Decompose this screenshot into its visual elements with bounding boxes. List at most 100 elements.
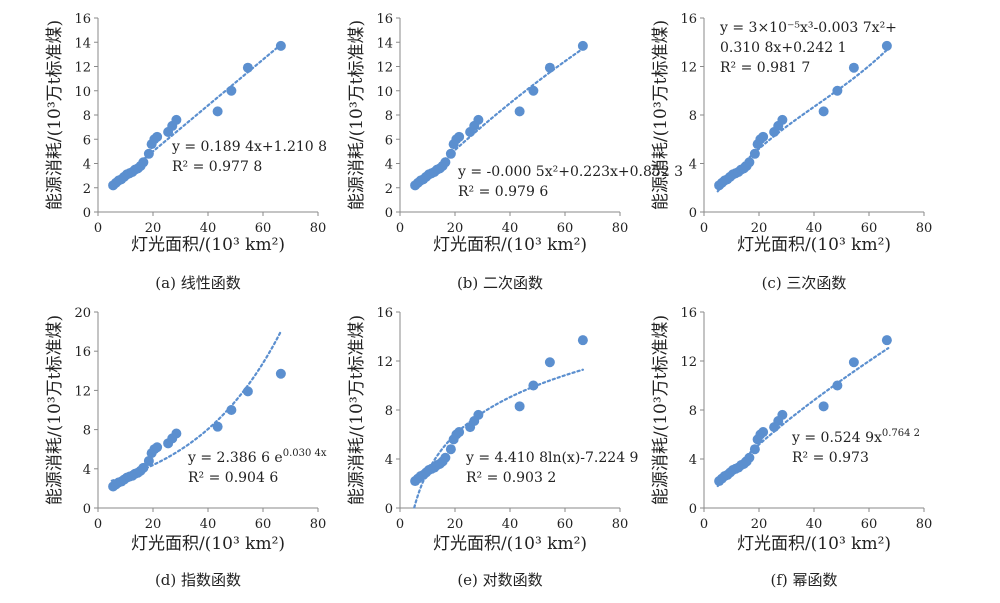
data-point — [138, 462, 149, 473]
y-tick-label: 12 — [376, 61, 393, 76]
y-tick-label: 4 — [689, 453, 697, 468]
panel-caption: (e) 对数函数 — [457, 571, 542, 589]
data-point — [881, 335, 892, 346]
y-axis-title: 能源消耗/(10³万t标准煤) — [347, 20, 367, 210]
data-point — [440, 452, 451, 463]
data-point — [544, 62, 555, 73]
data-point — [514, 106, 525, 117]
data-point — [473, 409, 484, 420]
x-tick-label: 0 — [700, 517, 708, 532]
x-tick-label: 40 — [806, 517, 823, 532]
trend-line — [110, 330, 282, 482]
panel-e: 0 4 8 12 16 0 20 40 60 80 灯光面积/(10³ km²) 能源消耗/(10³万… — [347, 306, 638, 589]
x-tick-label: 0 — [396, 221, 404, 236]
data-point — [777, 409, 788, 420]
data-point — [454, 131, 465, 142]
equation-line: y = 4.410 8ln(x)-7.224 9 — [465, 450, 638, 466]
y-tick-label: 16 — [376, 12, 393, 27]
data-point — [445, 444, 456, 455]
x-tick-label: 40 — [806, 221, 823, 236]
x-axis-title: 灯光面积/(10³ km²) — [433, 534, 587, 554]
y-tick-label: 0 — [689, 206, 697, 221]
y-tick-label: 4 — [385, 158, 393, 173]
y-tick-label: 16 — [680, 306, 697, 321]
y-tick-label: 4 — [83, 463, 91, 478]
x-tick-label: 60 — [557, 221, 574, 236]
y-tick-label: 8 — [83, 424, 91, 439]
data-point — [818, 106, 829, 117]
y-tick-label: 14 — [376, 36, 393, 51]
equation-line: y = 0.189 4x+1.210 8 — [171, 139, 327, 155]
y-tick-label: 4 — [689, 158, 697, 173]
data-point — [171, 428, 182, 439]
x-tick-label: 60 — [861, 517, 878, 532]
y-axis-title: 能源消耗/(10³万t标准煤) — [45, 315, 65, 505]
data-point — [832, 85, 843, 96]
equation-line: y = -0.000 5x²+0.223x+0.852 3 — [457, 164, 683, 180]
y-tick-label: 16 — [376, 306, 393, 321]
x-tick-label: 60 — [255, 517, 272, 532]
y-tick-label: 6 — [385, 133, 393, 148]
y-tick-label: 0 — [689, 502, 697, 517]
equation-line: y = 0.524 9x0.764 2 — [791, 428, 920, 446]
data-point — [528, 380, 539, 391]
data-point — [514, 401, 525, 412]
y-tick-label: 0 — [385, 502, 393, 517]
y-tick-label: 0 — [83, 502, 91, 517]
x-tick-label: 0 — [94, 517, 102, 532]
data-point — [758, 427, 769, 438]
data-point — [152, 442, 163, 453]
x-tick-label: 80 — [310, 517, 327, 532]
data-point — [577, 335, 588, 346]
x-tick-label: 20 — [751, 517, 768, 532]
y-tick-label: 4 — [385, 453, 393, 468]
x-tick-label: 60 — [861, 221, 878, 236]
x-tick-label: 60 — [255, 221, 272, 236]
y-tick-label: 16 — [74, 345, 91, 360]
x-tick-label: 80 — [612, 517, 629, 532]
data-point — [212, 106, 223, 117]
x-tick-label: 40 — [200, 517, 217, 532]
data-point — [275, 40, 286, 51]
y-axis-title: 能源消耗/(10³万t标准煤) — [347, 315, 367, 505]
y-tick-label: 12 — [74, 61, 91, 76]
equation-line: R² = 0.903 2 — [466, 470, 556, 486]
x-tick-label: 40 — [502, 517, 519, 532]
y-tick-label: 20 — [74, 306, 91, 321]
equation-line: y = 3×10⁻⁵x³-0.003 7x²+ — [719, 20, 897, 36]
data-point — [152, 131, 163, 142]
x-axis-title: 灯光面积/(10³ km²) — [131, 534, 285, 554]
data-point — [226, 85, 237, 96]
y-tick-label: 0 — [83, 206, 91, 221]
data-point — [212, 421, 223, 432]
data-point — [171, 114, 182, 125]
x-tick-label: 60 — [557, 517, 574, 532]
data-point — [744, 452, 755, 463]
data-point — [143, 148, 154, 159]
data-point — [242, 386, 253, 397]
data-point — [143, 455, 154, 466]
panel-caption: (b) 二次函数 — [457, 274, 543, 292]
data-point — [577, 40, 588, 51]
panel-caption: (f) 幂函数 — [770, 571, 837, 589]
x-tick-label: 20 — [751, 221, 768, 236]
data-point — [440, 157, 451, 168]
y-tick-label: 0 — [385, 206, 393, 221]
y-tick-label: 10 — [74, 85, 91, 100]
data-point — [749, 148, 760, 159]
data-point — [848, 62, 859, 73]
y-tick-label: 10 — [376, 85, 393, 100]
y-tick-label: 14 — [74, 36, 91, 51]
x-tick-label: 20 — [447, 221, 464, 236]
equation-line: 0.310 8x+0.242 1 — [720, 40, 847, 56]
data-point — [226, 405, 237, 415]
x-tick-label: 80 — [916, 517, 933, 532]
data-point — [744, 157, 755, 168]
x-tick-label: 40 — [502, 221, 519, 236]
data-point — [275, 368, 286, 379]
data-point — [832, 380, 843, 391]
panel-b: 0 2 4 6 8 10 12 14 16 0 20 40 60 80 灯光面积/(10³ km²) 能源消耗… — [347, 12, 683, 292]
y-tick-label: 12 — [74, 384, 91, 399]
y-tick-label: 12 — [376, 355, 393, 370]
panel-caption: (d) 指数函数 — [155, 571, 241, 589]
